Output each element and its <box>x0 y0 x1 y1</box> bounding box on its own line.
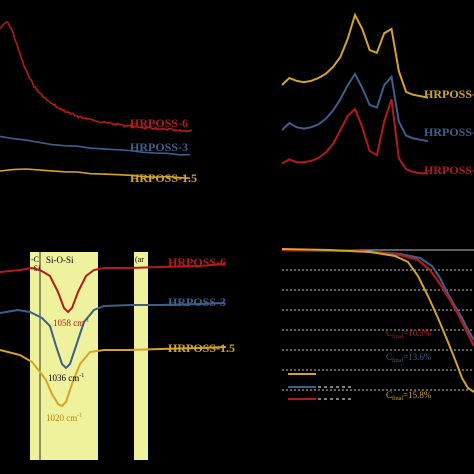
annotation-c-final-15-8: Cfinal=15.8% <box>386 390 432 402</box>
annotation-c-final-13-6: Cfinal=13.6% <box>386 352 432 364</box>
annotation-c-final-red: Cfinal=10.5% <box>386 328 432 340</box>
series-hrposs-1-5-line <box>281 12 429 99</box>
series-hrposs-1-5-line <box>0 346 227 408</box>
legend-label-hrposs-3: HRPOSS-3 <box>168 295 226 309</box>
band-label-ar: (ar <box>135 255 144 264</box>
series-hrposs-3-line <box>0 302 225 370</box>
band-label-c: -C <box>31 255 39 264</box>
highlight-band-right <box>134 252 148 460</box>
panel-top-left: HRPOSS-6 HRPOSS-3 HRPOSS-1.5 <box>0 21 197 185</box>
series-hrposs-1-5-line <box>0 168 191 179</box>
peak-label-1020: 1020 cm-1 <box>46 413 82 423</box>
series-hrposs-3-line <box>0 135 191 156</box>
series-hrposs-3-line <box>281 72 429 143</box>
legend-label-hrposs-1-5: HRPOSS-1.5 <box>130 171 197 185</box>
legend-label-hrposs-1: HRPOSS-1 <box>424 87 474 101</box>
highlight-band-si-o-si <box>40 252 98 460</box>
panel-bottom-left: -C -Si Si-O-Si (ar HRPOSS-6 HRPOSS-3 HRP… <box>0 252 235 460</box>
plot-area <box>280 250 474 410</box>
legend-label-hrposs-6: HRPOSS-6 <box>130 116 188 130</box>
peak-label-1058: 1058 cm-1 <box>53 318 89 328</box>
band-label-si-o-si: Si-O-Si <box>46 255 74 265</box>
legend-label-hrposs-1-5: HRPOSS-1.5 <box>168 341 235 355</box>
legend-label-hrposs-6: HRPOSS-6 <box>168 255 226 269</box>
series-hrposs-6-line <box>0 21 193 133</box>
peak-label-1036: 1036 cm-1 <box>48 373 84 383</box>
legend-label-hrposs-3: HRPOSS-3 <box>130 140 188 154</box>
series-gold-tga <box>281 248 474 393</box>
series-hrposs-6-line <box>0 263 225 314</box>
legend-label-hrposs-6: HRPOSS-6 <box>424 163 474 177</box>
highlight-band-left <box>30 252 42 460</box>
panel-bottom-right: Cfinal=10.5% Cfinal=13.6% Cfinal=15.8% <box>280 248 474 410</box>
legend-label-hrposs-3: HRPOSS-3 <box>424 125 474 139</box>
panel-top-right: HRPOSS-1 HRPOSS-3 HRPOSS-6 <box>281 12 474 177</box>
series-hrposs-6-line <box>281 98 428 175</box>
